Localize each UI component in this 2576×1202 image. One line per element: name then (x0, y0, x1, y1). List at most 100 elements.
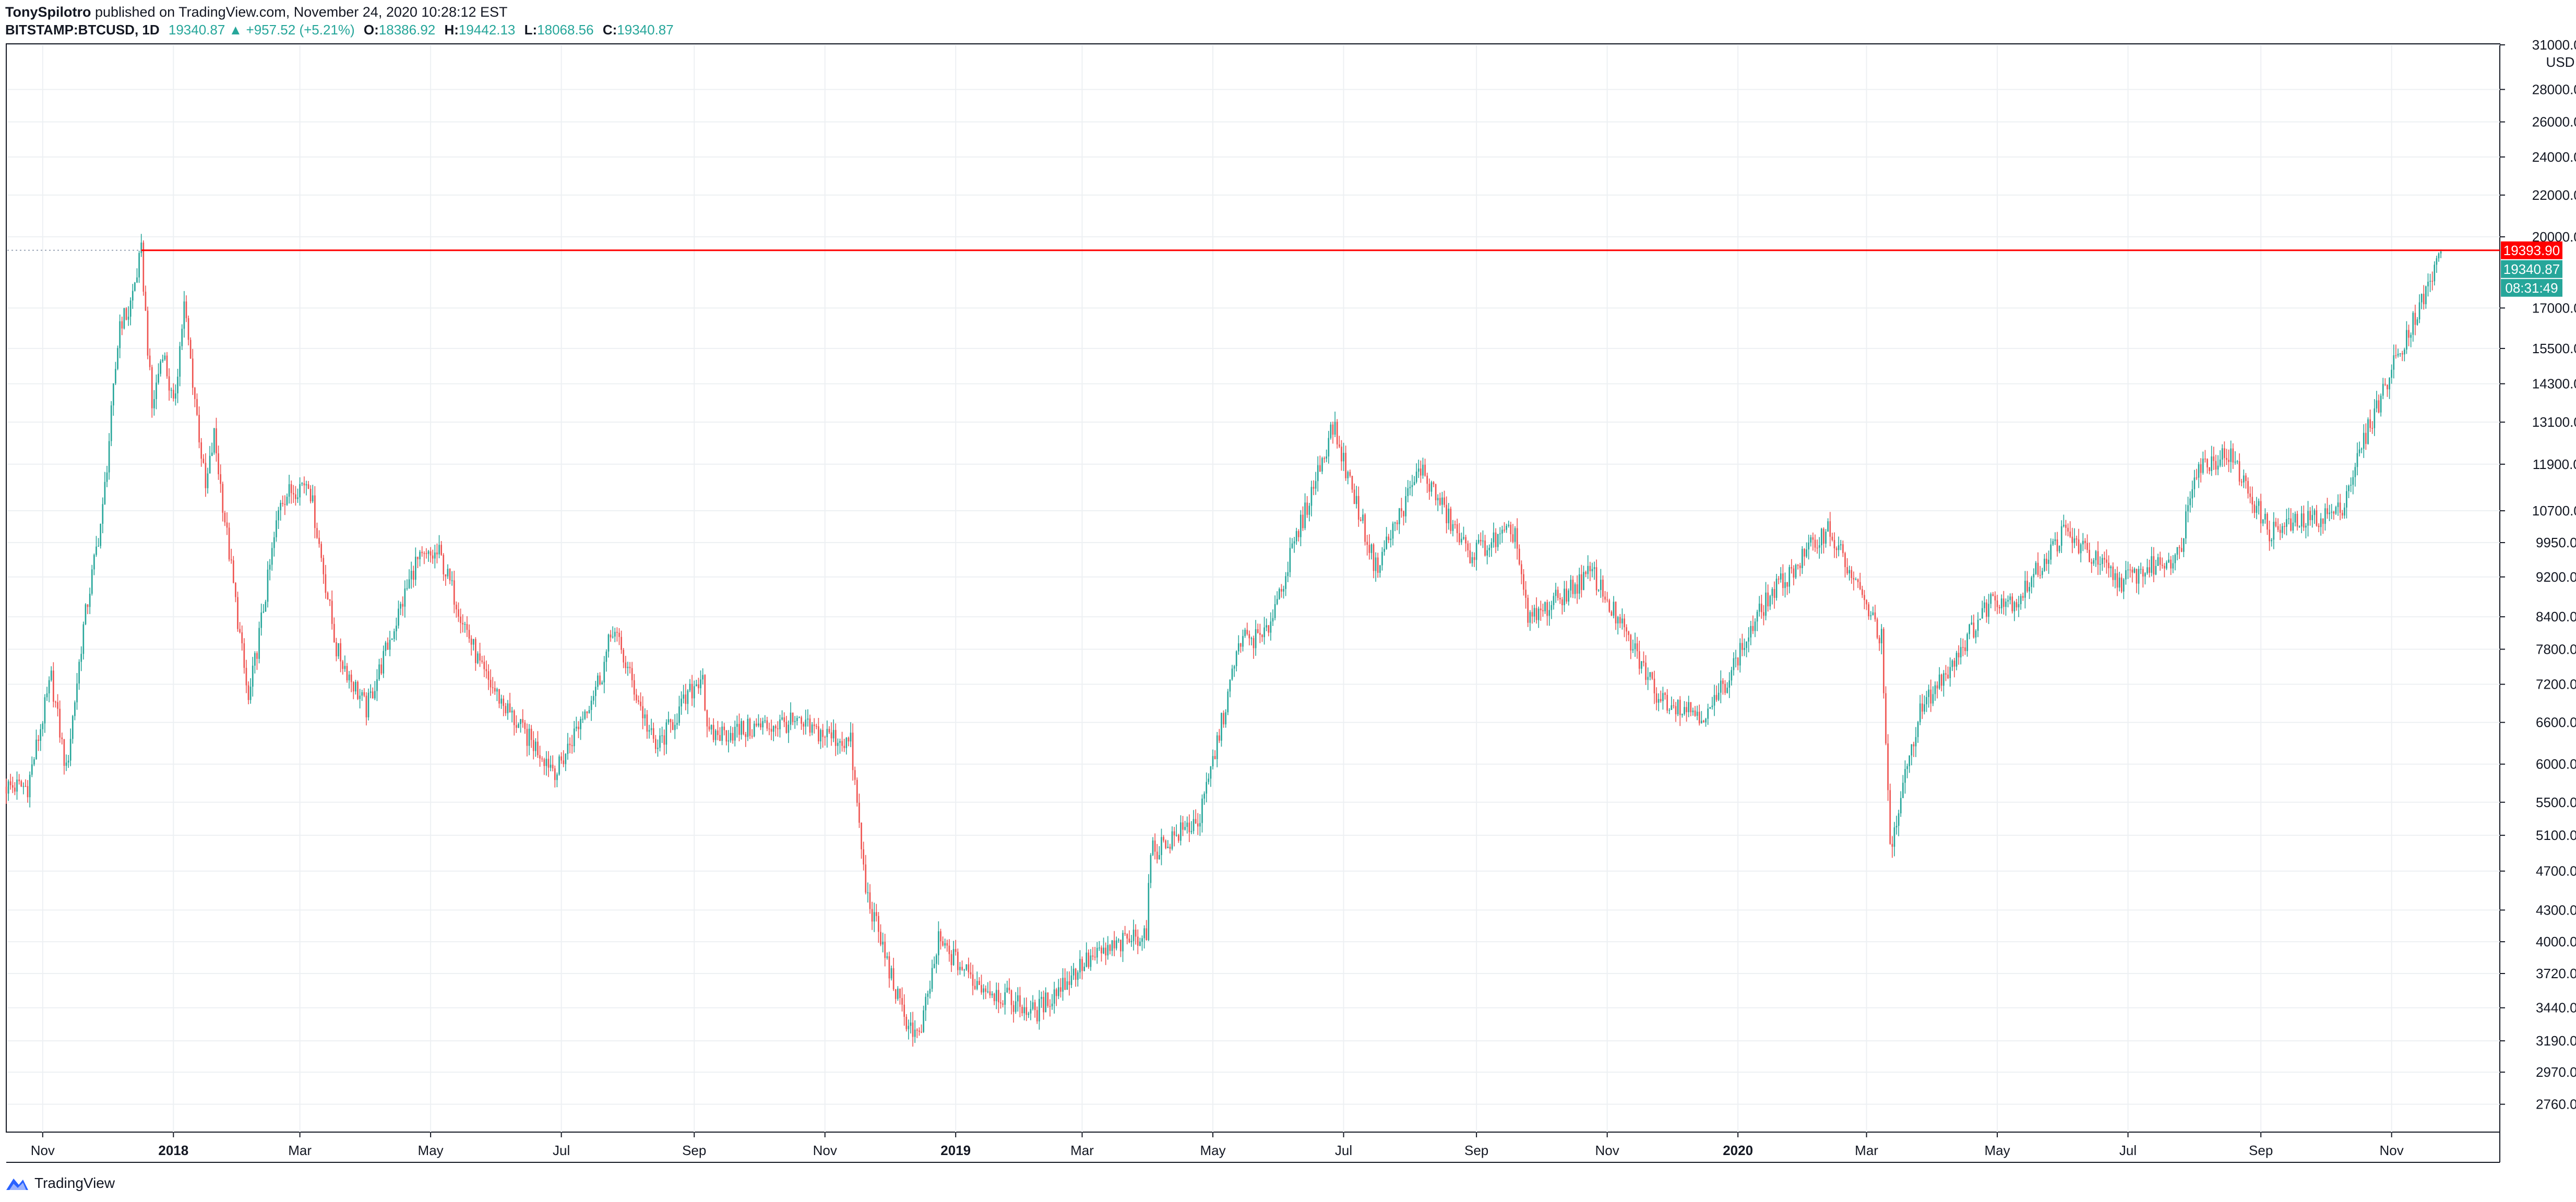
open-label: O: (363, 22, 379, 38)
candle-body (2425, 286, 2427, 305)
candle-body (1506, 525, 1507, 530)
author-name[interactable]: TonySpilotro (5, 4, 91, 20)
candle-body (1317, 465, 1319, 482)
candle-body (110, 405, 112, 441)
candle-body (1381, 551, 1383, 566)
candle-body (2180, 548, 2183, 552)
candle (938, 921, 939, 965)
symbol-name[interactable]: BITSTAMP:BTCUSD, 1D (5, 22, 160, 38)
candle-body (2412, 312, 2414, 335)
candle (1368, 534, 1370, 560)
tradingview-brand[interactable]: TradingView (34, 1175, 115, 1191)
candle (607, 633, 610, 658)
candle-body (1866, 600, 1867, 605)
candle-body (1032, 1002, 1034, 1009)
x-tick-label: 2020 (1723, 1143, 1753, 1158)
candle (578, 721, 579, 738)
candle-body (2044, 558, 2045, 571)
candle-body (2313, 510, 2316, 515)
candle-body (1615, 602, 1617, 623)
candle (931, 959, 933, 992)
candle (556, 772, 558, 788)
candle (1357, 486, 1359, 527)
candle (1118, 938, 1119, 943)
candle (1180, 815, 1182, 846)
candle-body (2303, 513, 2305, 528)
candle-body (942, 941, 944, 946)
candle (1308, 502, 1310, 522)
candle-body (241, 632, 243, 644)
candle-body (998, 990, 999, 1003)
candle (1675, 702, 1677, 722)
candle (2131, 567, 2133, 583)
candle-body (76, 683, 78, 703)
candle-body (136, 277, 138, 283)
candle-body (1597, 590, 1600, 591)
candle-body (2307, 511, 2309, 526)
candle (2290, 508, 2292, 532)
candle-body (138, 253, 140, 278)
candle-body (1368, 545, 1370, 553)
candle-body (1132, 929, 1135, 941)
candle-body (541, 758, 543, 760)
candle (2279, 524, 2281, 540)
candle (241, 625, 243, 651)
y-tick-label: 3440.00 (2536, 1000, 2576, 1016)
candle-body (594, 687, 597, 696)
candle (443, 553, 445, 581)
candle-body (1664, 693, 1666, 695)
candle-body (2341, 513, 2343, 516)
candle-body (2209, 467, 2210, 471)
candle (944, 939, 946, 949)
candle-body (719, 735, 721, 741)
candle-body (1501, 530, 1503, 534)
candle-body (989, 991, 991, 995)
candle (1619, 614, 1621, 628)
candle (280, 500, 281, 521)
candle (1047, 992, 1049, 1008)
candle-body (878, 916, 879, 932)
candle (2335, 506, 2337, 515)
candle-body (1662, 693, 1664, 701)
candle-body (2327, 508, 2328, 514)
x-tick-label: Mar (1070, 1143, 1094, 1158)
candle-body (479, 653, 481, 661)
candle (747, 714, 749, 741)
candle-body (1973, 622, 1975, 638)
candle-body (297, 497, 299, 499)
candle (2033, 568, 2035, 588)
candle-body (552, 764, 554, 768)
candle (361, 689, 363, 701)
candle-body (2337, 502, 2339, 507)
candle-body (338, 643, 339, 657)
candle-body (2215, 461, 2217, 470)
candle-body (1495, 532, 1497, 547)
candle (2116, 566, 2118, 596)
candle-body (2146, 567, 2148, 573)
candle (224, 510, 226, 526)
candle-body (456, 605, 457, 610)
candle (419, 550, 421, 567)
candle (1921, 694, 1923, 719)
candle (843, 739, 845, 752)
candle (158, 363, 159, 385)
candle (526, 723, 528, 756)
candle-body (1713, 695, 1715, 706)
candle (1049, 999, 1051, 1017)
candle-body (1949, 667, 1951, 678)
y-tick-label: 8400.00 (2536, 609, 2576, 624)
candle-body (2316, 510, 2318, 526)
candle-body (1364, 514, 1366, 542)
candle-body (25, 786, 27, 787)
candle-body (1686, 707, 1687, 713)
candle-body (1055, 989, 1057, 996)
candle (1364, 513, 1366, 546)
candle-body (644, 714, 646, 718)
candle (1041, 991, 1042, 1008)
candle-body (2058, 546, 2060, 551)
candle (2329, 504, 2330, 521)
candle (1463, 526, 1464, 540)
candle (1439, 492, 1441, 506)
candle-body (2305, 525, 2307, 528)
